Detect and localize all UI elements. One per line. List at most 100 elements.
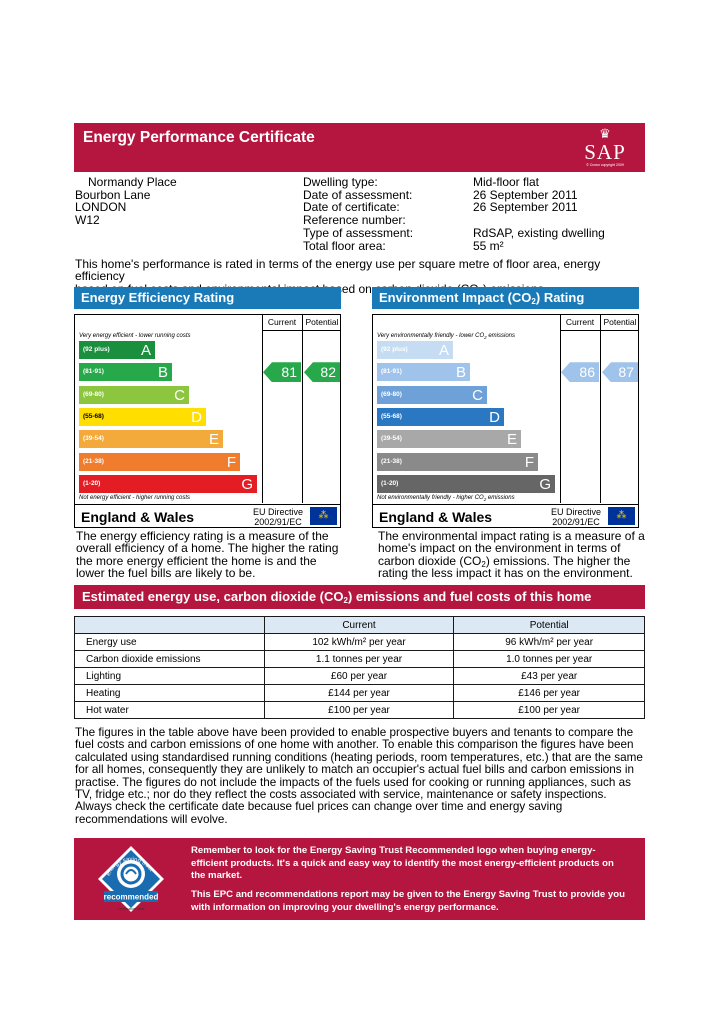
address-line: Bourbon Lane — [75, 187, 151, 202]
rating-band-a: (92 plus) A — [79, 341, 155, 359]
sap-logo: ♛ SAP © Crown copyright 2009 — [575, 127, 635, 169]
band-letter: B — [157, 364, 168, 382]
sap-logo-copyright: © Crown copyright 2009 — [586, 163, 624, 167]
current-value: 1.1 tonnes per year — [263, 650, 455, 668]
intro-line: This home's performance is rated in term… — [75, 257, 601, 284]
row-label: Heating — [74, 684, 265, 702]
rating-band-f: (21-38) F — [377, 452, 538, 471]
environment-rating-title: Environment Impact (CO2) Rating — [372, 287, 639, 309]
eu-directive: EU Directive 2002/91/EC — [252, 507, 303, 527]
rating-band-d: (55-68) D — [377, 407, 504, 426]
band-letter: C — [174, 386, 185, 404]
current-value: £60 per year — [263, 667, 455, 685]
chart-top-note: Very environmentally friendly - lower CO… — [377, 333, 516, 340]
rating-band-b: (81-91) B — [377, 363, 470, 382]
detail-label: Reference number: — [303, 213, 406, 228]
eu-directive: EU Directive 2002/91/EC — [550, 507, 601, 527]
chart-bottom-note: Not energy efficient - higher running co… — [79, 495, 191, 501]
details-labels: Dwelling type: Date of assessment: Date … — [303, 176, 413, 252]
logo-certification-text: Certification Mark — [117, 907, 144, 911]
potential-rating-arrow: 82 — [304, 362, 340, 383]
environment-description: The environmental impact rating is a mea… — [378, 529, 645, 581]
band-range-label: (21-38) — [381, 457, 402, 465]
rating-band-f: (21-38) F — [79, 452, 240, 471]
band-letter: E — [208, 431, 219, 449]
table-row: Lighting £60 per year £43 per year — [74, 667, 645, 685]
environment-rating-chart: Current Potential Very environmentally f… — [372, 314, 639, 528]
band-range-label: (39-54) — [83, 435, 104, 443]
certificate-date-value: 26 September 2011 — [473, 200, 578, 215]
detail-label: Date of certificate: — [303, 200, 400, 215]
efficiency-rating-chart: Current Potential Very energy efficient … — [74, 314, 341, 528]
estimate-section-title: Estimated energy use, carbon dioxide (CO… — [74, 585, 645, 609]
band-letter: D — [489, 408, 500, 426]
band-range-label: (21-38) — [83, 457, 104, 465]
current-value: 102 kWh/m² per year — [263, 633, 455, 651]
table-row: Carbon dioxide emissions 1.1 tonnes per … — [74, 650, 645, 668]
potential-column-header: Potential — [305, 317, 339, 327]
band-range-label: (1-20) — [83, 479, 101, 487]
assessment-date-value: 26 September 2011 — [473, 187, 578, 202]
potential-column-header: Potential — [603, 317, 637, 327]
table-header: Current — [263, 616, 455, 634]
row-label: Hot water — [74, 701, 265, 719]
energy-saving-trust-banner: energy saving trust recommended Certific… — [74, 838, 645, 920]
address-line: W12 — [75, 213, 100, 228]
logo-recommended-text: recommended — [104, 893, 159, 902]
table-header-row: Current Potential — [74, 616, 645, 634]
table-header: Potential — [453, 616, 645, 634]
current-column-header: Current — [267, 317, 297, 327]
detail-label: Total floor area: — [303, 238, 386, 253]
country-label: England & Wales — [379, 509, 493, 525]
chart-top-note: Very energy efficient - lower running co… — [79, 333, 191, 339]
page-title: Energy Performance Certificate — [83, 129, 315, 146]
current-value: £100 per year — [263, 701, 455, 719]
footer-paragraph-2: This EPC and recommendations report may … — [191, 889, 625, 913]
chart-bottom-note: Not environmentally friendly - higher CO… — [377, 495, 515, 502]
efficiency-rating-title: Energy Efficiency Rating — [74, 287, 341, 309]
eu-flag-icon: ⁂ — [608, 507, 635, 525]
dwelling-type-value: Mid-floor flat — [473, 175, 540, 189]
band-range-label: (69-80) — [83, 390, 104, 398]
potential-value: £146 per year — [453, 684, 645, 702]
potential-value: 96 kWh/m² per year — [453, 633, 645, 651]
address-line: Normandy Place — [88, 175, 177, 189]
band-letter: B — [455, 364, 466, 382]
band-range-label: (69-80) — [381, 390, 402, 398]
band-letter: A — [438, 342, 449, 359]
efficiency-description: The energy efficiency rating is a measur… — [76, 529, 339, 581]
rating-band-c: (69-80) C — [79, 385, 189, 404]
rating-band-c: (69-80) C — [377, 385, 487, 404]
table-header — [74, 616, 265, 634]
potential-value: £43 per year — [453, 667, 645, 685]
rating-band-e: (39-54) E — [377, 430, 521, 449]
current-rating-arrow: 86 — [561, 362, 599, 383]
current-column-header: Current — [565, 317, 595, 327]
potential-value: £100 per year — [453, 701, 645, 719]
row-label: Carbon dioxide emissions — [74, 650, 265, 668]
rating-band-g: (1-20) G — [377, 474, 555, 493]
rating-band-b: (81-91) B — [79, 363, 172, 382]
band-letter: E — [506, 431, 517, 449]
current-rating-arrow: 81 — [263, 362, 301, 383]
band-range-label: (81-91) — [83, 368, 104, 376]
address-line: LONDON — [75, 200, 127, 215]
band-letter: F — [524, 453, 534, 471]
reference-number-value — [473, 214, 605, 227]
table-row: Heating £144 per year £146 per year — [74, 684, 645, 702]
band-letter: G — [241, 475, 253, 493]
sap-logo-text: SAP — [584, 140, 626, 164]
rating-band-g: (1-20) G — [79, 474, 257, 493]
footer-paragraph-1: Remember to look for the Energy Saving T… — [191, 845, 614, 881]
current-value: £144 per year — [263, 684, 455, 702]
band-range-label: (55-68) — [381, 412, 402, 420]
energy-saving-trust-logo: energy saving trust recommended Certific… — [98, 846, 164, 912]
floor-area-value: 55 m² — [473, 238, 504, 253]
details-values: Mid-floor flat 26 September 2011 26 Sept… — [473, 176, 605, 252]
band-range-label: (81-91) — [381, 368, 402, 376]
figures-note: The figures in the table above have been… — [75, 726, 643, 826]
band-letter: F — [226, 453, 236, 471]
potential-rating-arrow: 87 — [602, 362, 638, 383]
crown-icon: ♛ — [599, 126, 611, 141]
band-range-label: (1-20) — [381, 479, 399, 487]
